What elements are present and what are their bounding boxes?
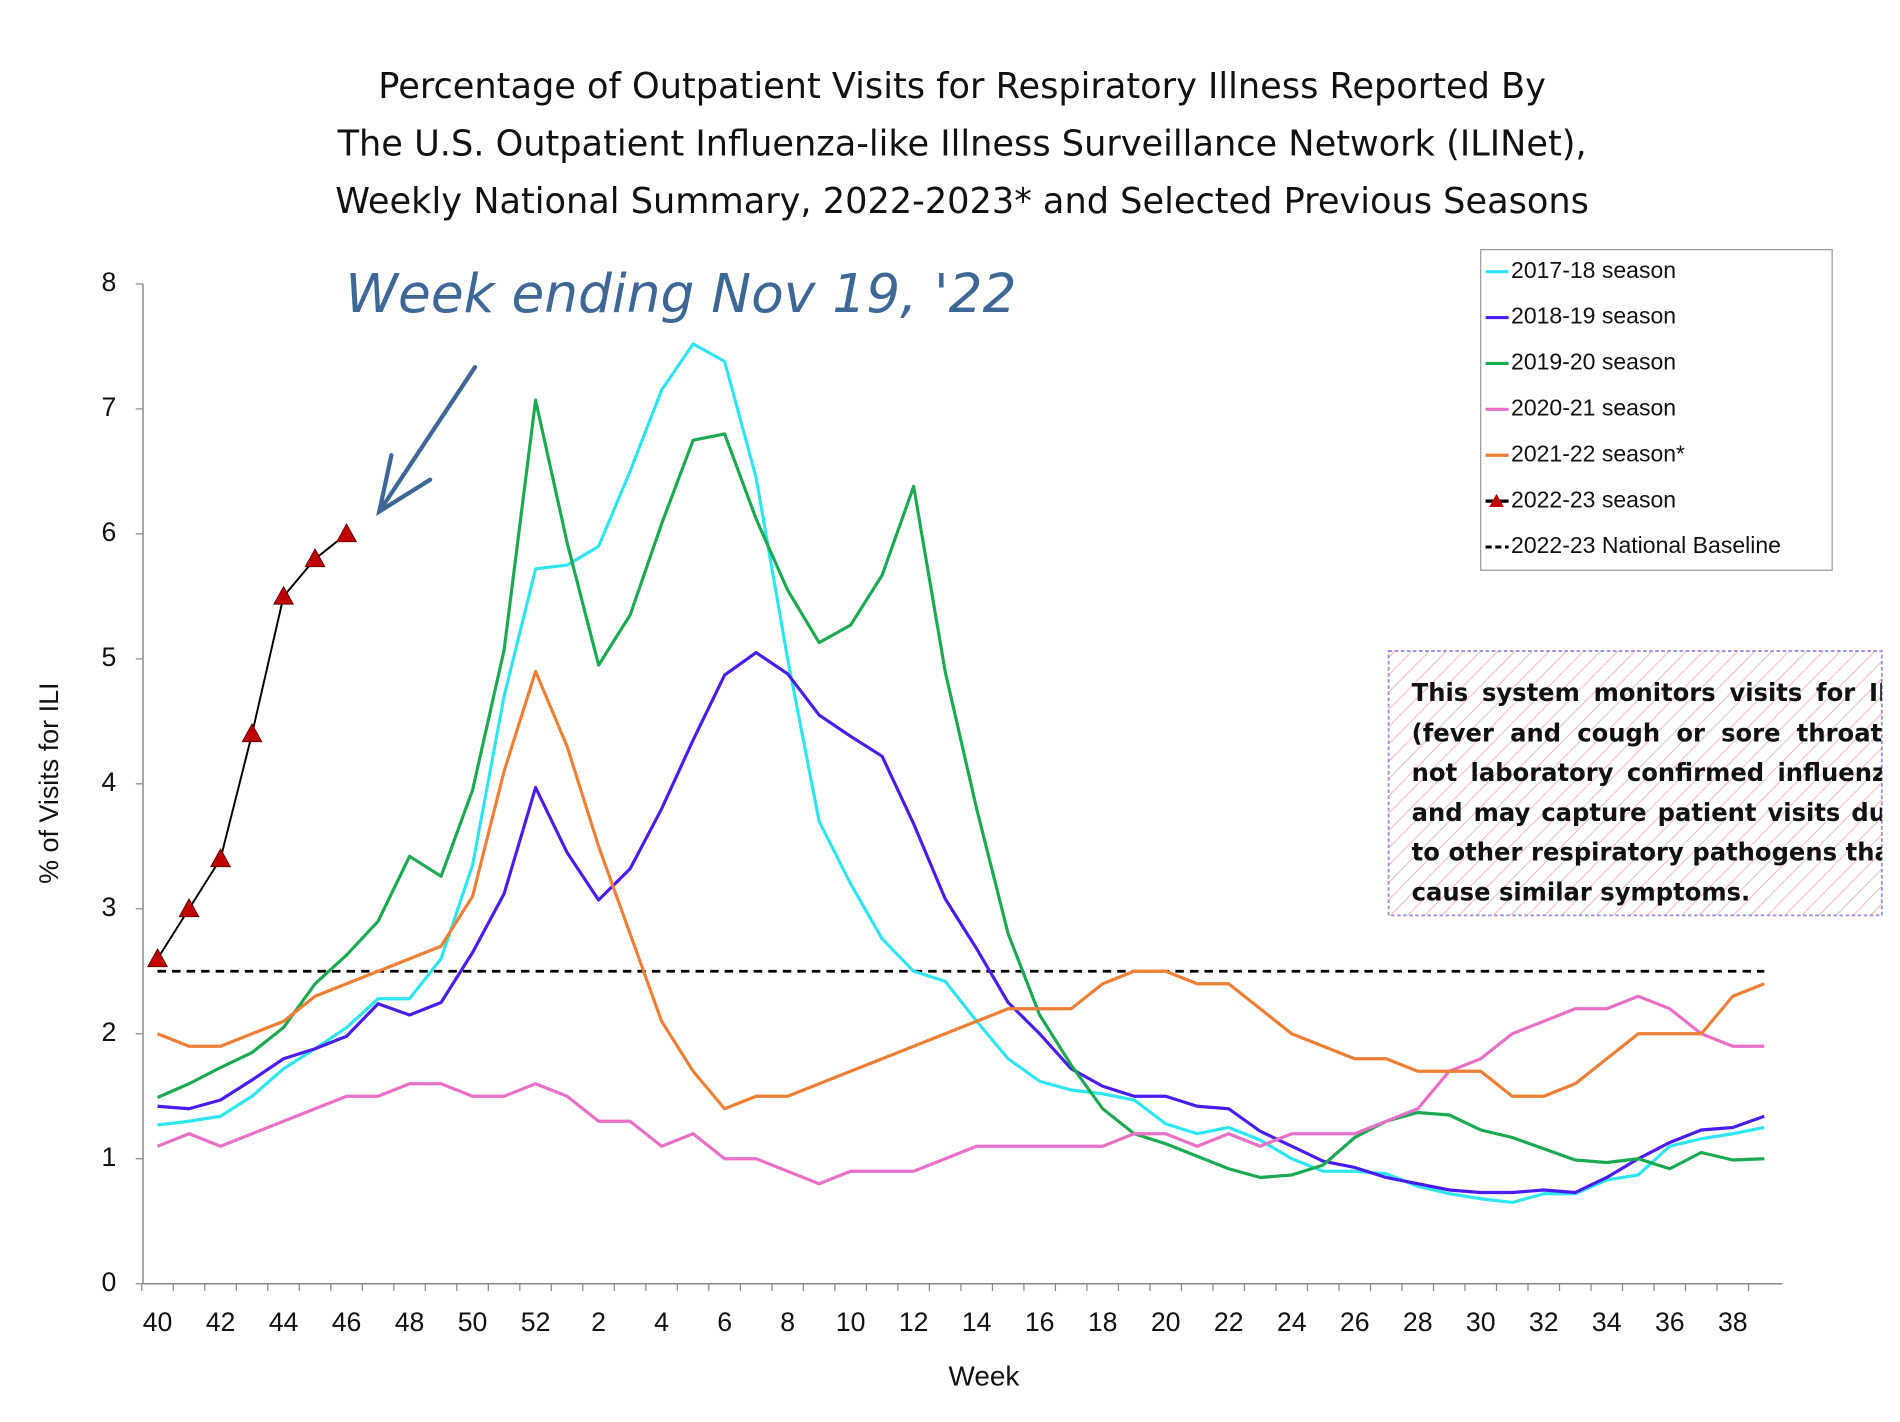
x-tick-label: 26 xyxy=(1340,1307,1370,1337)
x-tick-label: 50 xyxy=(458,1307,488,1337)
annotation: Week ending Nov 19, '22 xyxy=(345,262,1016,325)
x-tick-label: 40 xyxy=(143,1307,173,1337)
x-tick-label: 30 xyxy=(1466,1307,1496,1337)
x-tick-label: 10 xyxy=(836,1307,866,1337)
legend-label: 2019-20 season xyxy=(1511,348,1676,374)
chart-title: Percentage of Outpatient Visits for Resp… xyxy=(378,66,1546,107)
x-tick-label: 14 xyxy=(962,1307,992,1337)
series-line xyxy=(156,398,1765,1180)
y-tick-label: 8 xyxy=(101,267,116,297)
x-tick-label: 32 xyxy=(1529,1307,1559,1337)
series-line xyxy=(156,994,1765,1186)
x-tick-label: 6 xyxy=(717,1307,732,1337)
legend-label: 2018-19 season xyxy=(1511,303,1676,329)
x-tick-label: 46 xyxy=(332,1307,362,1337)
x-tick-label: 16 xyxy=(1025,1307,1055,1337)
legend-label: 2017-18 season xyxy=(1511,257,1676,283)
x-tick-label: 24 xyxy=(1277,1307,1307,1337)
y-tick-label: 0 xyxy=(101,1267,116,1297)
legend-label: 2021-22 season* xyxy=(1511,440,1685,466)
series-line xyxy=(156,669,1765,1111)
series-marker xyxy=(147,947,169,968)
series-marker xyxy=(336,523,358,543)
x-tick-label: 18 xyxy=(1088,1307,1118,1337)
x-tick-label: 20 xyxy=(1151,1307,1181,1337)
legend-box xyxy=(1480,249,1833,571)
y-tick-label: 6 xyxy=(101,517,116,547)
legend-label: 2022-23 season xyxy=(1511,486,1676,512)
series-marker xyxy=(304,548,326,568)
x-tick-label: 34 xyxy=(1592,1307,1622,1337)
y-tick-label: 3 xyxy=(101,892,116,922)
x-tick-label: 44 xyxy=(269,1307,299,1337)
x-tick-label: 52 xyxy=(521,1307,551,1337)
note-container: This system monitors visits for ILI (fev… xyxy=(1411,677,1882,907)
x-tick-label: 22 xyxy=(1214,1307,1244,1337)
x-tick-label: 42 xyxy=(206,1307,236,1337)
note-box xyxy=(1387,650,1883,917)
y-tick-label: 1 xyxy=(101,1142,116,1172)
x-tick-label: 8 xyxy=(780,1307,795,1337)
legend-label: 2022-23 National Baseline xyxy=(1511,532,1781,558)
x-tick-label: 12 xyxy=(899,1307,929,1337)
series-marker xyxy=(273,585,295,605)
x-tick-label: 2 xyxy=(591,1307,606,1337)
series-marker xyxy=(178,897,200,918)
y-tick-label: 4 xyxy=(101,767,116,797)
series-marker xyxy=(241,723,263,743)
y-tick-label: 2 xyxy=(101,1017,116,1047)
chart-title: Weekly National Summary, 2022-2023* and … xyxy=(335,181,1589,222)
series-marker xyxy=(210,848,232,868)
series-line xyxy=(157,650,1765,1195)
chart-title: The U.S. Outpatient Influenza-like Illne… xyxy=(337,124,1587,165)
legend-label: 2020-21 season xyxy=(1511,394,1676,420)
x-axis-label: Week xyxy=(949,1360,1021,1391)
y-tick-label: 5 xyxy=(101,642,116,672)
legend-marker xyxy=(1489,493,1504,508)
x-tick-label: 38 xyxy=(1718,1307,1748,1337)
y-axis-label: % of Visits for ILI xyxy=(34,682,64,883)
annotation-arrow xyxy=(376,364,478,517)
x-tick-label: 48 xyxy=(395,1307,425,1337)
series-line xyxy=(157,342,1765,1205)
y-tick-label: 7 xyxy=(101,392,116,422)
x-tick-label: 36 xyxy=(1655,1307,1685,1337)
x-tick-label: 4 xyxy=(654,1307,669,1337)
x-tick-label: 28 xyxy=(1403,1307,1433,1337)
note-text: This system monitors visits for ILI (fev… xyxy=(1411,677,1882,907)
